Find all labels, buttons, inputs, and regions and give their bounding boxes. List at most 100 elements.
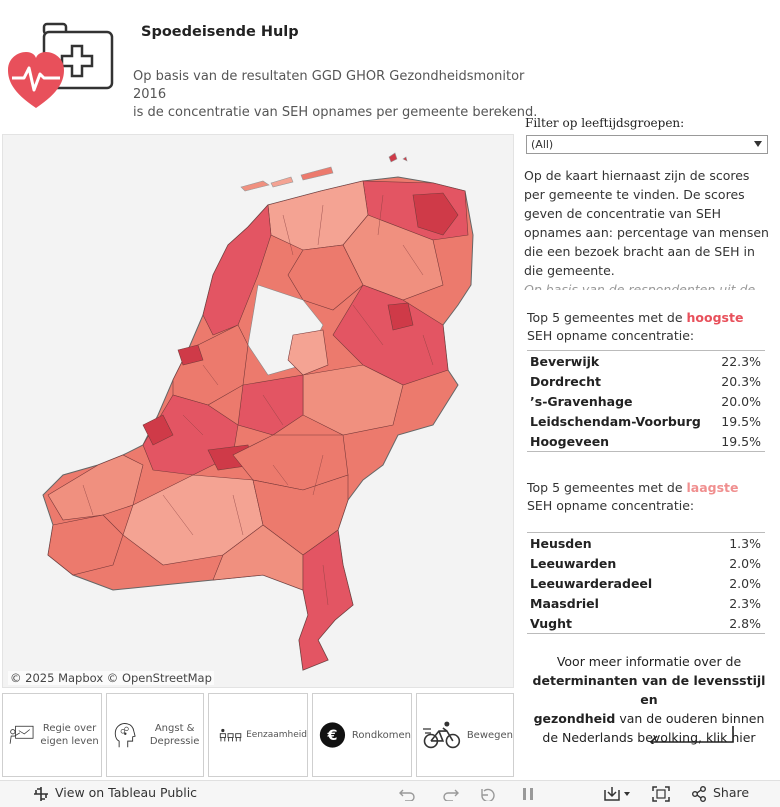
municipality-value: 20.0% [721,393,761,409]
more-info-bold1: determinanten van de levensstijl en [532,673,766,707]
revert-icon[interactable] [480,787,496,801]
redo-icon[interactable] [443,787,459,801]
top-high-prefix: Top 5 gemeentes met de [527,310,687,325]
region-flevoland[interactable] [287,329,329,376]
region-den-haag[interactable] [142,414,174,446]
municipality-name: Dordrecht [530,373,602,389]
share-icon[interactable] [691,786,707,802]
municipality-value: 19.5% [721,433,761,449]
top-low-suffix: SEH opname concentratie: [527,498,695,513]
municipality-value: 2.3% [729,595,761,611]
municipality-value: 22.3% [721,353,761,369]
region-zeeland-north[interactable] [47,454,144,521]
region-overijssel[interactable] [332,284,449,386]
nav-tile-regie[interactable]: Regie over eigen leven [2,693,102,777]
municipality-name: Heusden [530,535,592,551]
netherlands-choropleth-map[interactable]: © 2025 Mapbox © OpenStreetMap [2,134,514,688]
municipality-value: 1.3% [729,535,761,551]
nav-tile-label: Rondkomen [351,729,411,741]
table-row[interactable]: Hoogeveen 19.5% [527,431,765,451]
more-info-bold2: gezondheid [533,711,616,726]
page-subtitle: Op basis van de resultaten GGD GHOR Gezo… [133,68,543,122]
municipality-value: 20.3% [721,373,761,389]
chairs-icon [219,728,242,742]
nav-tile-bewegen[interactable]: Bewegen [416,693,514,777]
municipality-value: 2.0% [729,555,761,571]
map-description: Op de kaart hiernaast zijn de scores per… [524,166,772,290]
region-utrecht[interactable] [237,374,304,436]
page-title: Spoedeisende Hulp [141,24,299,40]
subtitle-line-1: Op basis van de resultaten GGD GHOR Gezo… [133,69,525,102]
filter-selected-value: (All) [531,138,554,151]
age-group-filter-dropdown[interactable]: (All) [526,135,768,154]
municipality-name: Leeuwarden [530,555,617,571]
nav-tile-rondkomen[interactable]: € Rondkomen [312,693,412,777]
euro-icon: € [319,722,346,748]
municipality-value: 2.0% [729,575,761,591]
share-button[interactable]: Share [713,785,750,800]
municipality-name: Leeuwarderadeel [530,575,653,591]
island-rottumeroog[interactable] [388,152,398,163]
chevron-down-icon[interactable] [754,141,762,147]
table-row[interactable]: Leeuwarderadeel 2.0% [527,573,765,593]
nav-tile-angst[interactable]: Angst & Depressie [106,693,204,777]
view-on-tableau-link[interactable]: View on Tableau Public [55,785,198,800]
description-text: Op de kaart hiernaast zijn de scores per… [524,168,769,278]
download-icon[interactable] [603,786,631,802]
pause-icon[interactable] [520,787,536,801]
region-noord-holland-south[interactable] [172,324,249,406]
nav-tile-label: Angst & Depressie [149,723,200,747]
back-arrow-icon[interactable] [649,726,735,744]
region-beverwijk[interactable] [177,344,204,366]
nav-tile-label: Regie over eigen leven [40,723,99,747]
municipality-borders [82,194,434,606]
island-terschelling[interactable] [300,166,334,181]
subtitle-line-2: is de concentratie van SEH opnames per g… [133,105,538,120]
description-source: Op basis van de respondenten uit de GEMO… [524,282,756,290]
more-info-line1: Voor meer informatie over de [556,654,742,669]
tableau-logo-icon[interactable] [33,786,49,802]
top-low-heading: Top 5 gemeentes met de laagste SEH opnam… [527,479,767,515]
region-groningen-east[interactable] [412,192,459,236]
top-high-heading: Top 5 gemeentes met de hoogste SEH opnam… [527,309,767,345]
region-limburg[interactable] [298,529,354,671]
first-aid-heart-logo [6,22,116,112]
top-low-prefix: Top 5 gemeentes met de [527,480,687,495]
table-row[interactable]: ’s-Gravenhage 20.0% [527,391,765,411]
cyclist-icon [423,721,461,749]
region-friesland-south[interactable] [287,244,364,311]
table-row[interactable]: Leeuwarden 2.0% [527,553,765,573]
region-hoogeveen[interactable] [387,302,414,331]
municipality-name: Beverwijk [530,353,600,369]
more-info-link[interactable]: Voor meer informatie over de determinant… [527,652,771,747]
fullscreen-icon[interactable] [652,786,670,802]
tableau-toolbar: View on Tableau Public Share [0,780,780,807]
map-attribution[interactable]: © 2025 Mapbox © OpenStreetMap [8,671,214,685]
table-row[interactable]: Vught 2.8% [527,613,765,633]
island-small[interactable] [402,156,408,162]
undo-icon[interactable] [399,787,415,801]
top-high-highlight: hoogste [686,310,744,325]
svg-text:€: € [326,728,337,744]
municipality-name: ’s-Gravenhage [530,393,633,409]
island-texel[interactable] [240,180,270,192]
table-row[interactable]: Heusden 1.3% [527,533,765,553]
map-svg[interactable] [3,135,514,688]
table-row[interactable]: Dordrecht 20.3% [527,371,765,391]
island-vlieland[interactable] [270,176,294,188]
top-low-table: Heusden 1.3% Leeuwarden 2.0% Leeuwarderade… [527,532,765,634]
head-clouds-icon [114,723,136,748]
table-row[interactable]: Leidschendam-Voorburg 19.5% [527,411,765,431]
nav-tile-label: Eenzaamheid [246,729,307,740]
municipality-name: Maasdriel [530,595,599,611]
municipality-name: Vught [530,615,572,631]
nav-tile-eenzaamheid[interactable]: Eenzaamheid [208,693,308,777]
region-zeeland-south[interactable] [47,514,124,576]
table-row[interactable]: Beverwijk 22.3% [527,351,765,371]
region-noord-holland-north[interactable] [202,204,272,336]
top-high-suffix: SEH opname concentratie: [527,328,695,343]
municipality-name: Hoogeveen [530,433,610,449]
table-row[interactable]: Maasdriel 2.3% [527,593,765,613]
more-info-line3: van de ouderen binnen [615,711,765,726]
presentation-icon [9,725,34,744]
